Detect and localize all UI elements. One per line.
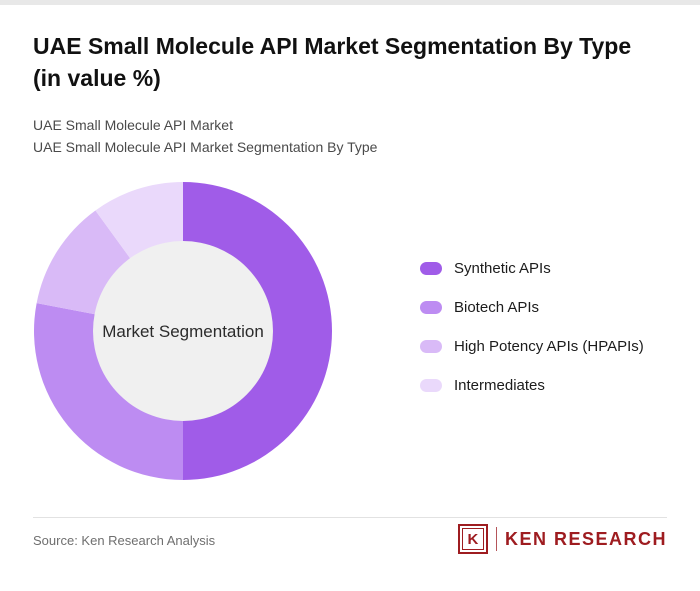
legend-swatch: [420, 378, 442, 392]
page-title-line1: UAE Small Molecule API Market Segmentati…: [33, 33, 632, 59]
logo-divider: [495, 527, 497, 551]
donut-segment: [95, 182, 183, 259]
chart-legend: Synthetic APIs Biotech APIs High Potency…: [420, 258, 644, 414]
subtitle-line2: UAE Small Molecule API Market Segmentati…: [33, 139, 378, 156]
legend-swatch: [420, 300, 442, 314]
legend-label: Synthetic APIs: [454, 259, 551, 277]
logo-k-box: K: [457, 524, 488, 554]
subtitle-line1: UAE Small Molecule API Market: [33, 117, 233, 133]
chart-center-label: Market Segmentation: [102, 322, 264, 341]
top-strip: [0, 0, 700, 5]
logo-text: KEN RESEARCH: [504, 528, 667, 549]
page-title: UAE Small Molecule API Market Segmentati…: [33, 30, 673, 94]
source-text: Source: Ken Research Analysis: [33, 533, 216, 548]
donut-segment: [34, 303, 183, 480]
logo-k-letter: K: [461, 528, 484, 550]
legend-label: High Potency APIs (HPAPIs): [454, 337, 644, 355]
donut-segment: [36, 210, 131, 315]
legend-label: Intermediates: [454, 376, 545, 394]
legend-item: High Potency APIs (HPAPIs): [420, 336, 644, 356]
donut-segment: [183, 182, 332, 480]
legend-label: Biotech APIs: [454, 298, 540, 316]
legend-swatch: [420, 339, 442, 353]
donut-center-circle: [93, 241, 273, 421]
legend-item: Synthetic APIs: [420, 258, 644, 278]
donut-chart: Market Segmentation: [34, 182, 332, 480]
page-title-line2: (in value %): [33, 65, 161, 92]
donut-segments: [34, 182, 332, 480]
legend-swatch: [420, 261, 442, 275]
legend-item: Intermediates: [420, 375, 644, 395]
legend-item: Biotech APIs: [420, 297, 644, 317]
ken-research-logo: K KEN RESEARCH: [457, 524, 667, 554]
donut-svg: Market Segmentation: [34, 182, 332, 480]
footer-divider: [33, 517, 667, 518]
subtitle-block: UAE Small Molecule API Market UAE Small …: [33, 114, 377, 159]
